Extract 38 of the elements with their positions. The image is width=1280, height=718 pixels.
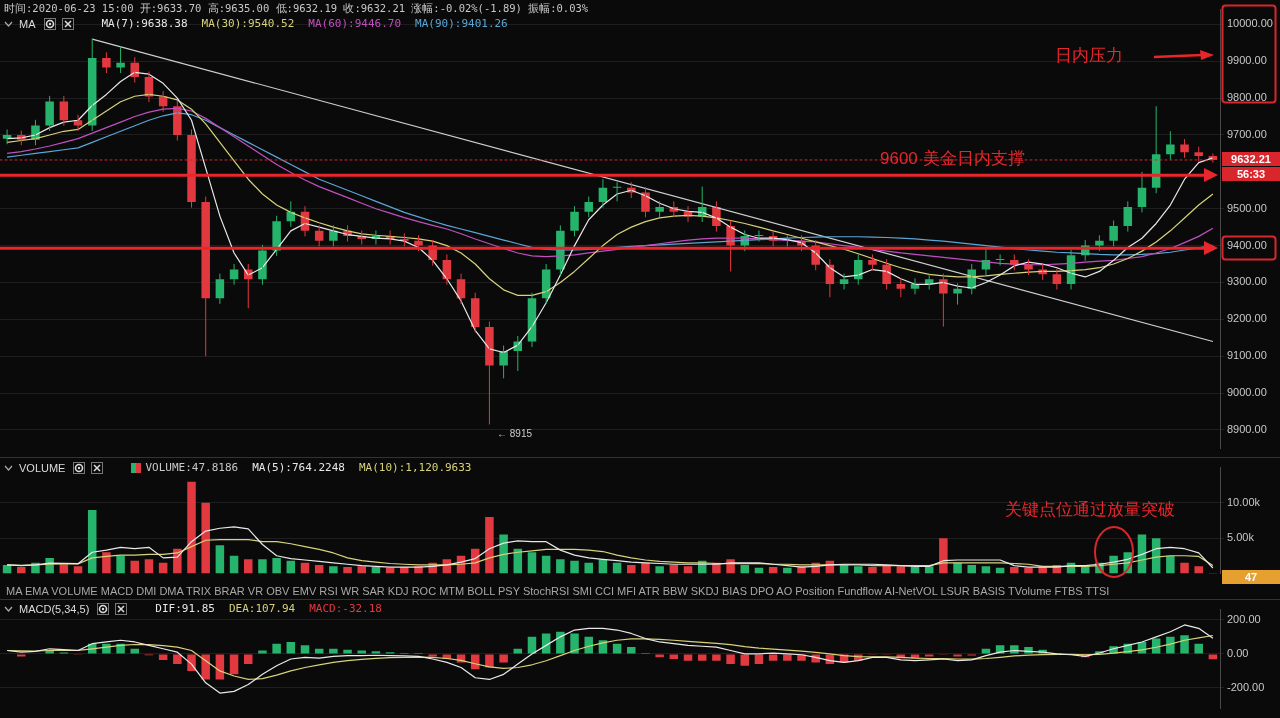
y-tick-label: -200.00	[1227, 680, 1265, 693]
text: MA EMA VOLUME MACD DMI DMA TRIX BRAR VR OBV EMV RSI WR SAR KDJ ROC MTM BOLL PSY StochRSI SMI CCI MFI ATR BBW SKDJ BIAS DPO AO Position Fundflow AI-NetVOL LSUR BASIS TVolume FTBS TTSI	[6, 584, 1110, 598]
legend-title: VOLUME	[19, 461, 66, 475]
text: MA(60):9446.70	[308, 17, 402, 31]
y-tick-label: 9100.00	[1227, 349, 1267, 362]
text: MA(90):9401.26	[415, 17, 508, 31]
text: 56:33	[1222, 167, 1280, 181]
y-tick-label: 200.00	[1227, 612, 1261, 625]
annotation: 日内压力	[1055, 46, 1123, 66]
ref-line-label: 9600 美金日内支撑	[880, 149, 1025, 170]
legend-title: MACD(5,34,5)	[19, 602, 90, 616]
chart-title: 时间:2020-06-23 15:00 开:9633.70 高:9635.00 低:9632.19 收:9632.21 涨幅:-0.02%(-1.89) 振幅:0.03%	[4, 1, 589, 15]
text: MA(30):9540.52	[201, 17, 295, 31]
text: MACD:-32.18	[309, 602, 382, 616]
y-tick-label: 10.00k	[1227, 495, 1261, 508]
y-tick-label: 0.00	[1227, 646, 1249, 659]
text: MA(7):9638.38	[101, 17, 188, 31]
annotation: ← 8915	[497, 427, 533, 440]
text: MA(5):764.2248	[252, 461, 345, 475]
y-tick-label: 9300.00	[1227, 275, 1267, 288]
text: 47	[1222, 570, 1280, 584]
legend-title: MA	[19, 17, 36, 31]
y-tick-label: 9200.00	[1227, 312, 1267, 325]
y-tick-label: 9900.00	[1227, 54, 1267, 67]
y-tick-label: 8900.00	[1227, 422, 1267, 435]
y-tick-label: 10000.00	[1227, 17, 1273, 30]
y-tick-label: 9800.00	[1227, 91, 1267, 104]
text: DEA:107.94	[228, 602, 296, 616]
y-tick-label: 9000.00	[1227, 386, 1267, 399]
annotation: 关键点位通过放量突破	[1005, 500, 1175, 520]
legend-label: VOLUME:47.8186	[145, 461, 239, 475]
y-tick-label: 9500.00	[1227, 201, 1267, 214]
y-tick-label: 9700.00	[1227, 128, 1267, 140]
text: DIF:91.85	[155, 602, 215, 616]
y-tick-label: 9400.00	[1227, 238, 1267, 251]
text: 9632.21	[1222, 152, 1280, 166]
text: MA(10):1,120.9633	[358, 461, 472, 475]
y-tick-label: 5.00k	[1227, 531, 1255, 544]
